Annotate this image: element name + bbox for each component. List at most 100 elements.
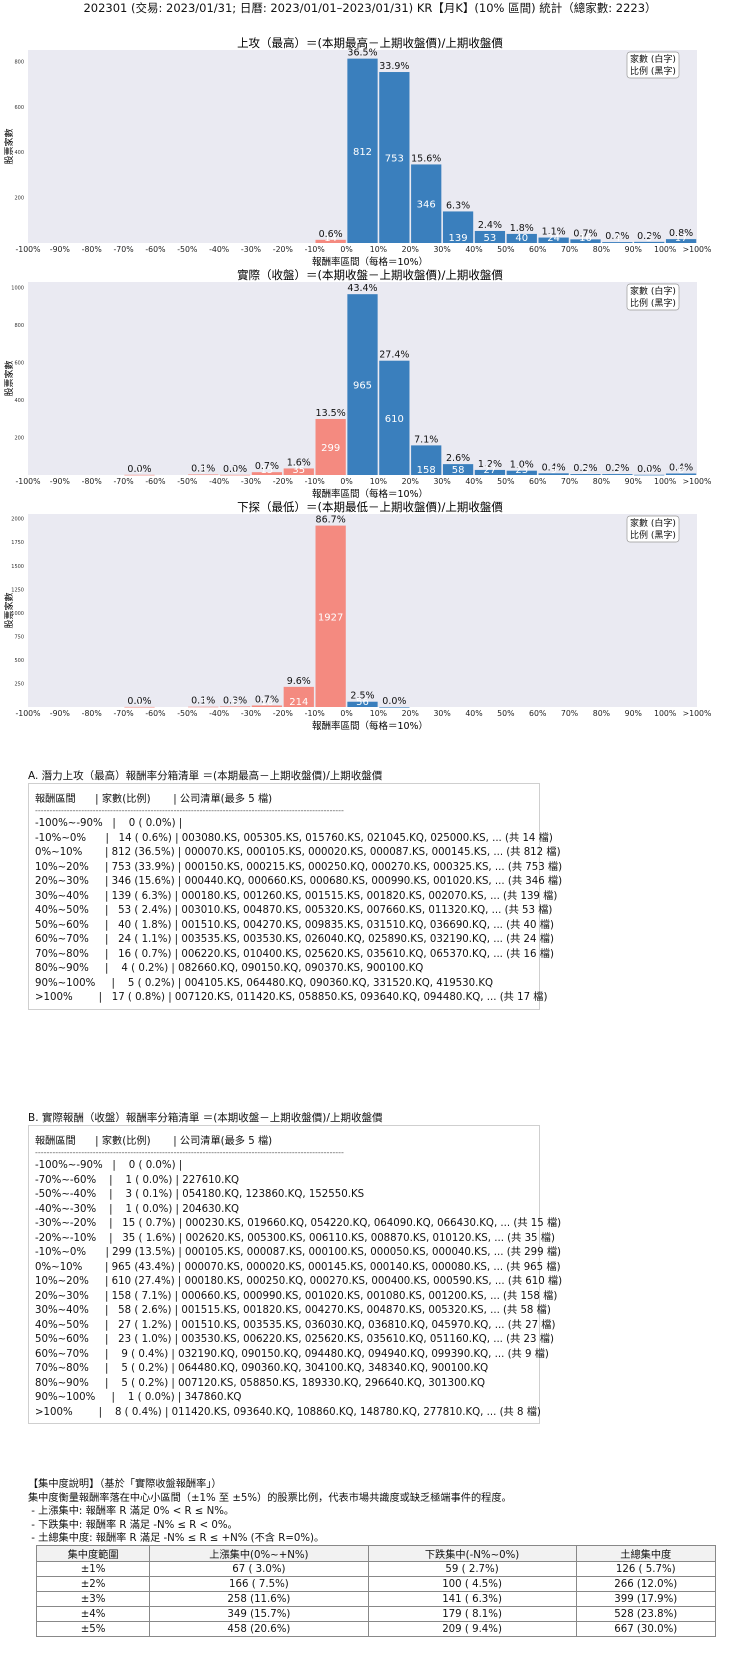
- bar: [188, 474, 219, 476]
- x-tick-label: 70%: [561, 245, 578, 254]
- section-b-row: 10%~20% | 610 (27.4%) | 000180.KS, 00025…: [35, 1276, 563, 1287]
- section-b-header: 報酬區間 | 家數(比例) | 公司清單(最多 5 檔): [35, 1136, 273, 1147]
- bar-count-label: 5: [646, 233, 652, 244]
- bar-count-label: 753: [385, 154, 404, 165]
- bar-count-label: 965: [353, 381, 372, 392]
- y-tick-label: 500: [14, 658, 24, 664]
- y-tick-label: 750: [14, 634, 24, 640]
- y-tick-label: 800: [14, 323, 24, 329]
- concentration-cell: ±3%: [35, 1591, 151, 1607]
- x-tick-label: -90%: [50, 477, 70, 486]
- section-a-row: 70%~80% | 16 ( 0.7%) | 006220.KS, 010400…: [35, 948, 554, 960]
- concentration-cell: 209 ( 9.4%): [367, 1621, 577, 1637]
- x-tick-label: 50%: [497, 477, 514, 486]
- section-a-row: 30%~40% | 139 ( 6.3%) | 000180.KS, 00126…: [35, 890, 558, 902]
- concentration-note: 集中度衡量報酬率落在中心小區間（±1% 至 ±5%）的股票比例，代表市場共識度或…: [28, 1492, 512, 1504]
- section-a-row: 40%~50% | 53 ( 2.4%) | 003010.KS, 004870…: [35, 905, 553, 916]
- bar: [251, 472, 283, 475]
- section-a-row: 90%~100% | 5 ( 0.2%) | 004105.KS, 064480…: [35, 977, 494, 989]
- y-tick-label: 250: [14, 681, 24, 687]
- concentration-cell: 258 (11.6%): [149, 1591, 369, 1607]
- x-tick-label: 30%: [433, 245, 450, 254]
- bar-count-label: 16: [579, 233, 592, 244]
- x-tick-label: 20%: [402, 477, 419, 486]
- bar: [379, 72, 410, 243]
- concentration-row: ±5% 458 (20.6%) 209 ( 9.4%) 667 (30.0%): [35, 1621, 716, 1637]
- bar-count-label: 40: [515, 233, 528, 244]
- section-a-row: 50%~60% | 40 ( 1.8%) | 001510.KS, 004270…: [35, 919, 554, 931]
- x-tick-label: 60%: [529, 477, 546, 486]
- concentration-cell: 667 (30.0%): [575, 1621, 716, 1637]
- bar-percent-label: 33.9%: [379, 61, 409, 72]
- bar-count-label: 6: [232, 697, 238, 708]
- bar-percent-label: 1.1%: [542, 227, 566, 238]
- bar-count-label: 812: [353, 147, 372, 158]
- concentration-cell: 179 ( 8.1%): [367, 1606, 577, 1622]
- x-tick-label: >100%: [683, 245, 712, 254]
- x-tick-label: 50%: [497, 709, 514, 718]
- bar-percent-label: 0.6%: [319, 229, 343, 240]
- concentration-cell: ±2%: [35, 1576, 151, 1592]
- x-tick-label: -30%: [241, 245, 261, 254]
- concentration-cell: 166 ( 7.5%): [149, 1576, 369, 1592]
- concentration-table: 集中度範圍 上漲集中(0%~+N%) 下跌集中(-N%~0%) 土總集中度 ±1% 67…: [35, 1545, 716, 1637]
- bar-percent-label: 9.6%: [287, 676, 311, 687]
- bar-count-label: 1: [646, 465, 652, 476]
- bar-percent-label: 0.2%: [637, 231, 661, 242]
- x-tick-label: -10%: [305, 477, 325, 486]
- bar: [538, 473, 569, 475]
- concentration-cell: 349 (15.7%): [149, 1606, 369, 1622]
- page-title: 202301 (交易: 2023/01/31; 日曆: 2023/01/01–2…: [83, 1, 657, 15]
- concentration-notes: 【集中度說明】（基於「實際收盤報酬率」） 集中度衡量報酬率落在中心小區間（±1% …: [28, 1478, 728, 1546]
- bar-count-label: 346: [417, 200, 436, 211]
- x-tick-label: 20%: [402, 245, 419, 254]
- chart-actual-close: 實際（收盤）＝(本期收盤－上期收盤價)/上期收盤價 200 400 600 800 100…: [3, 268, 711, 500]
- bar-count-label: 8: [678, 465, 684, 476]
- bar-percent-label: 0.2%: [573, 463, 597, 474]
- x-tick-label: 80%: [593, 709, 610, 718]
- x-tick-label: -80%: [82, 709, 102, 718]
- x-tick-label: 10%: [370, 245, 387, 254]
- x-tick-label: -100%: [15, 709, 40, 718]
- x-tick-label: -90%: [50, 709, 70, 718]
- x-tick-label: -20%: [273, 709, 293, 718]
- bar-count-label: 4: [614, 233, 620, 244]
- bar-percent-label: 0.0%: [637, 464, 661, 475]
- section-b-row: -70%~-60% | 1 ( 0.0%) | 227610.KQ: [35, 1174, 240, 1186]
- bar-count-label: 58: [452, 465, 465, 476]
- chart-title: 上攻（最高）＝(本期最高－上期收盤價)/上期收盤價: [237, 36, 503, 50]
- bar: [602, 242, 633, 243]
- x-tick-label: 100%: [654, 477, 676, 486]
- bar: [219, 706, 251, 708]
- y-tick-label: 600: [14, 105, 24, 111]
- legend: 家數 (白字)比例 (黑字): [626, 51, 680, 79]
- bar-percent-label: 0.2%: [605, 463, 629, 474]
- bar-count-label: 53: [484, 233, 497, 244]
- x-tick-label: -30%: [241, 477, 261, 486]
- bar: [474, 230, 506, 243]
- bar: [315, 418, 346, 475]
- legend-entry: 比例 (黑字): [630, 65, 676, 77]
- bar-count-label: 158: [417, 465, 436, 476]
- x-tick-label: 60%: [529, 709, 546, 718]
- x-axis-label: 報酬率區間（每格＝10%）: [312, 720, 428, 732]
- bar: [347, 701, 378, 707]
- bar: [347, 294, 378, 475]
- x-tick-label: 90%: [625, 245, 642, 254]
- section-b-row: 80%~90% | 5 ( 0.2%) | 007120.KS, 058850.…: [35, 1377, 486, 1389]
- section-b-row: >100% | 8 ( 0.4%) | 011420.KS, 093640.KQ…: [35, 1406, 541, 1418]
- legend: 家數 (白字)比例 (黑字): [626, 283, 680, 311]
- section-b-row: 0%~10% | 965 (43.4%) | 000070.KS, 000020…: [35, 1261, 561, 1273]
- section-a-table: 報酬區間 | 家數(比例) | 公司清單(最多 5 檔) -----------…: [28, 783, 562, 1010]
- section-b-row: 90%~100% | 1 ( 0.0%) | 347860.KQ: [35, 1392, 242, 1403]
- y-tick-label: 1000: [11, 286, 24, 292]
- bar-count-label: 5: [582, 465, 588, 476]
- x-tick-label: 10%: [370, 477, 387, 486]
- concentration-cell: 67 ( 3.0%): [149, 1561, 369, 1577]
- plot-area: [28, 514, 697, 707]
- y-tick-label: 2000: [11, 517, 24, 523]
- x-tick-label: -100%: [15, 477, 40, 486]
- bar-percent-label: 0.7%: [255, 694, 279, 705]
- x-tick-label: -60%: [145, 477, 165, 486]
- y-tick-label: 1500: [11, 564, 24, 570]
